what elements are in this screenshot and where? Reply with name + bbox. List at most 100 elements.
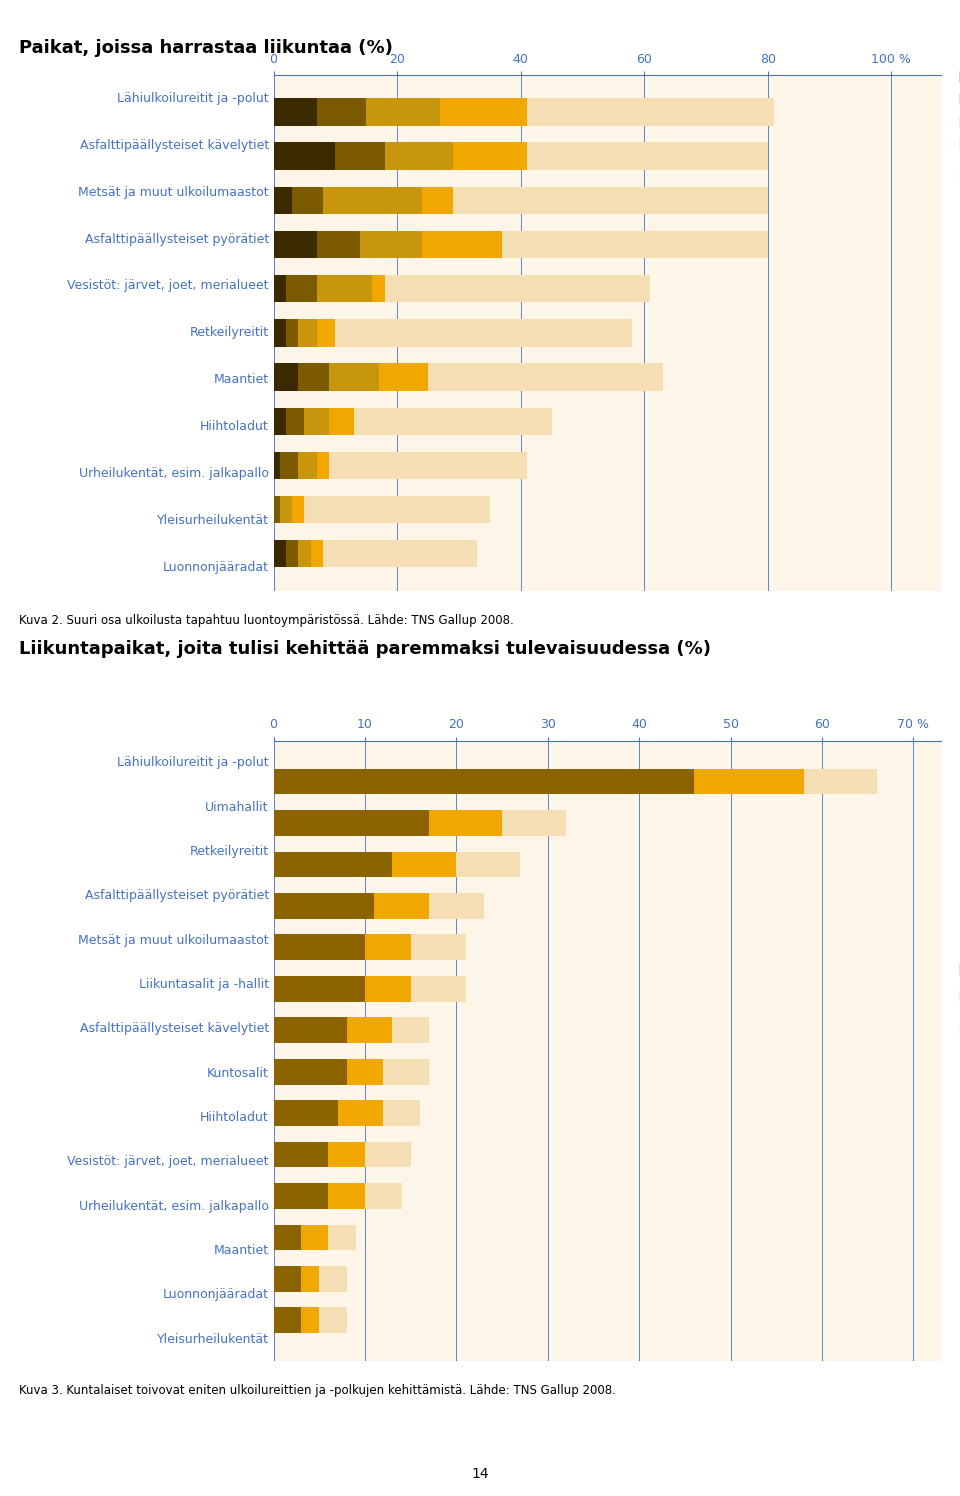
Text: Retkeilyreitit: Retkeilyreitit [190, 326, 269, 340]
Bar [304, 495, 490, 524]
Bar [323, 540, 477, 567]
Bar [372, 275, 385, 302]
Text: 14: 14 [471, 1468, 489, 1481]
Bar [393, 851, 456, 877]
Bar [286, 407, 304, 435]
Bar [328, 1183, 365, 1209]
Bar [365, 935, 411, 960]
Bar [317, 275, 372, 302]
Text: Vesistöt: järvet, joet, merialueet: Vesistöt: järvet, joet, merialueet [67, 1155, 269, 1168]
Bar [527, 99, 774, 126]
Bar [274, 230, 317, 259]
Bar [317, 230, 360, 259]
Text: Luonnonjääradat: Luonnonjääradat [163, 1288, 269, 1302]
Bar [367, 99, 441, 126]
Bar [274, 407, 286, 435]
Text: Metsät ja muut ulkoilumaastot: Metsät ja muut ulkoilumaastot [78, 934, 269, 947]
Bar [274, 1225, 301, 1251]
Bar [365, 975, 411, 1002]
Bar [365, 1183, 401, 1209]
Bar [694, 769, 804, 794]
Bar [304, 407, 329, 435]
Bar [274, 1017, 347, 1043]
Text: Hiihtoladut: Hiihtoladut [200, 420, 269, 434]
Bar [274, 452, 279, 479]
Bar [527, 142, 768, 171]
Text: Vesistöt: järvet, joet, merialueet: Vesistöt: järvet, joet, merialueet [67, 280, 269, 292]
Bar [292, 495, 304, 524]
Bar [274, 187, 292, 214]
Bar [347, 1017, 393, 1043]
Bar [286, 275, 317, 302]
Text: Kuva 3. Kuntalaiset toivovat eniten ulkoilureittien ja -polkujen kehittämistä. L: Kuva 3. Kuntalaiset toivovat eniten ulko… [19, 1384, 616, 1397]
Bar [421, 187, 453, 214]
Bar [299, 452, 317, 479]
Bar [453, 142, 527, 171]
Bar [383, 1100, 420, 1126]
Bar [329, 407, 354, 435]
Text: Urheilukentät, esim. jalkapallo: Urheilukentät, esim. jalkapallo [79, 1200, 269, 1213]
Bar [453, 187, 768, 214]
Text: Yleisurheilukentät: Yleisurheilukentät [156, 1333, 269, 1346]
Text: Yleisurheilukentät: Yleisurheilukentät [156, 515, 269, 527]
Bar [301, 1225, 328, 1251]
Bar [429, 893, 484, 919]
Bar [274, 1100, 338, 1126]
Bar [274, 769, 694, 794]
Bar [383, 1059, 429, 1085]
Bar [274, 1266, 301, 1291]
Text: Urheilukentät, esim. jalkapallo: Urheilukentät, esim. jalkapallo [79, 467, 269, 480]
Bar [311, 540, 323, 567]
Text: Maantiet: Maantiet [214, 374, 269, 386]
Bar [428, 364, 662, 390]
Bar [804, 769, 876, 794]
Bar [279, 452, 299, 479]
Bar [502, 230, 768, 259]
Bar [279, 495, 292, 524]
Bar [411, 975, 466, 1002]
Bar [286, 319, 299, 347]
Text: Asfalttipäällysteiset kävelytiet: Asfalttipäällysteiset kävelytiet [80, 139, 269, 151]
Bar [360, 230, 421, 259]
Bar [335, 142, 385, 171]
Text: Hiihtoladut: Hiihtoladut [200, 1112, 269, 1123]
Bar [365, 1141, 411, 1167]
Bar [286, 540, 299, 567]
Bar [274, 142, 335, 171]
Bar [338, 1100, 383, 1126]
Bar [274, 975, 365, 1002]
Bar [317, 319, 335, 347]
Bar [378, 364, 428, 390]
Bar [421, 230, 502, 259]
Bar [385, 275, 651, 302]
Bar [274, 1308, 301, 1333]
Bar [328, 1141, 365, 1167]
Text: Liikuntasalit ja -hallit: Liikuntasalit ja -hallit [138, 978, 269, 990]
Bar [317, 99, 367, 126]
Bar [292, 187, 323, 214]
Bar [502, 811, 566, 836]
Bar [329, 452, 527, 479]
Text: Asfalttipäällysteiset pyörätiet: Asfalttipäällysteiset pyörätiet [84, 232, 269, 245]
Bar [274, 935, 365, 960]
Bar [299, 364, 329, 390]
Bar [274, 364, 299, 390]
Bar [274, 319, 286, 347]
Bar [301, 1308, 320, 1333]
Text: Asfalttipäällysteiset kävelytiet: Asfalttipäällysteiset kävelytiet [80, 1022, 269, 1035]
Bar [411, 935, 466, 960]
Text: Kuva 2. Suuri osa ulkoilusta tapahtuu luontoympäristössä. Lähde: TNS Gallup 2008: Kuva 2. Suuri osa ulkoilusta tapahtuu lu… [19, 613, 514, 627]
Bar [323, 187, 421, 214]
Bar [274, 99, 317, 126]
Bar [274, 540, 286, 567]
Text: Asfalttipäällysteiset pyörätiet: Asfalttipäällysteiset pyörätiet [84, 889, 269, 902]
Bar [301, 1266, 320, 1291]
Text: Kuntosalit: Kuntosalit [207, 1067, 269, 1080]
Bar [429, 811, 502, 836]
Text: Uimahallit: Uimahallit [205, 800, 269, 814]
Bar [299, 540, 311, 567]
Bar [320, 1266, 347, 1291]
Text: Lähiulkoilureitit ja -polut: Lähiulkoilureitit ja -polut [117, 91, 269, 105]
Bar [274, 275, 286, 302]
Bar [274, 495, 279, 524]
